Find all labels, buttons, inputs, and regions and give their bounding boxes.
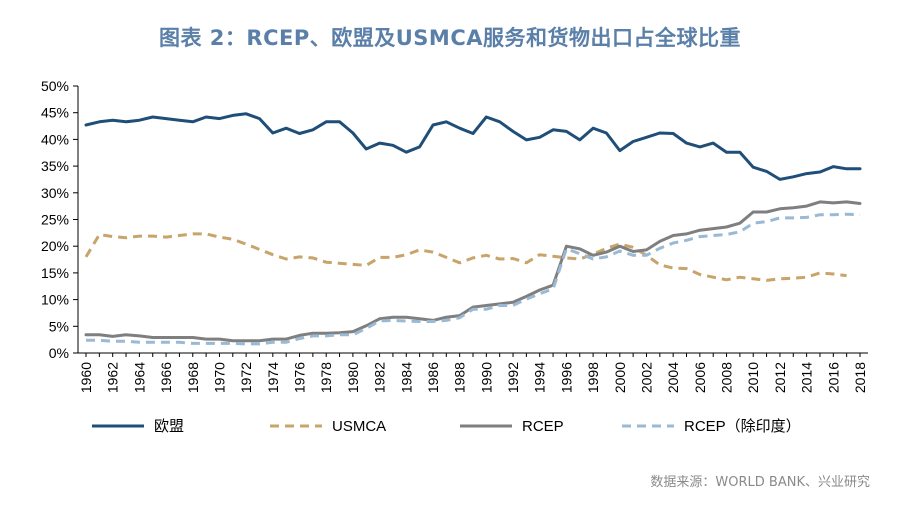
y-axis: 0% 5% 10% 15% 20% 25% 30% 35% 40% 45% 50% (41, 78, 79, 361)
legend: 欧盟 USMCA RCEP RCEP（除印度） (92, 418, 801, 435)
y-tick-label: 25% (41, 212, 69, 228)
y-tick-label: 50% (41, 78, 69, 94)
x-tick-label: 2002 (638, 362, 654, 393)
x-axis: 1960 1962 1964 1966 1968 1970 1972 1974 1976 1978… (78, 352, 868, 393)
x-tick-label: 1966 (158, 362, 174, 393)
x-tick-label: 2012 (772, 362, 788, 393)
y-tick-label: 15% (41, 265, 69, 281)
x-tick-label: 1990 (478, 362, 494, 393)
y-tick-label: 0% (49, 345, 69, 361)
chart-title: 图表 2：RCEP、欧盟及USMCA服务和货物出口占全球比重 (159, 26, 741, 50)
x-tick-label: 2016 (825, 362, 841, 393)
x-tick-label: 2000 (612, 362, 628, 393)
x-tick-label: 1988 (452, 362, 468, 393)
x-tick-label: 1976 (292, 362, 308, 393)
series-line (84, 112, 862, 181)
x-tick-label: 2014 (799, 362, 815, 393)
source-note: 数据来源：WORLD BANK、兴业研究 (650, 475, 870, 490)
x-tick-label: 1970 (211, 362, 227, 393)
y-tick-label: 20% (41, 238, 69, 254)
series-line (84, 200, 862, 343)
x-tick-label: 2004 (665, 362, 681, 393)
x-tick-label: 1974 (265, 362, 281, 393)
x-tick-label: 2008 (719, 362, 735, 393)
x-tick-label: 1972 (238, 362, 254, 393)
x-tick-label: 1996 (558, 362, 574, 393)
legend-label: USMCA (332, 418, 386, 435)
x-tick-label: 2006 (692, 362, 708, 393)
legend-label: 欧盟 (154, 418, 184, 435)
series-lines (84, 112, 862, 346)
x-tick-label: 2018 (852, 362, 868, 393)
x-tick-label: 1986 (425, 362, 441, 393)
series-line (84, 232, 847, 282)
x-tick-label: 1960 (78, 362, 94, 393)
legend-label: RCEP (522, 418, 564, 435)
x-tick-label: 1964 (131, 362, 147, 393)
x-tick-label: 1992 (505, 362, 521, 393)
y-tick-label: 40% (41, 131, 69, 147)
legend-label: RCEP（除印度） (684, 418, 801, 435)
x-tick-label: 1968 (185, 362, 201, 393)
x-tick-label: 1984 (398, 362, 414, 393)
x-tick-label: 1994 (532, 362, 548, 393)
y-tick-label: 45% (41, 105, 69, 121)
x-tick-label: 1998 (585, 362, 601, 393)
series-line (86, 212, 861, 346)
x-tick-label: 2010 (745, 362, 761, 393)
x-tick-label: 1982 (372, 362, 388, 393)
x-tick-label: 1978 (318, 362, 334, 393)
x-tick-label: 1962 (105, 362, 121, 393)
y-tick-label: 5% (49, 318, 69, 334)
y-tick-label: 10% (41, 292, 69, 308)
y-tick-label: 30% (41, 185, 69, 201)
line-chart: 0% 5% 10% 15% 20% 25% 30% 35% 40% 45% 50% 1960 1962… (41, 78, 868, 435)
y-tick-label: 35% (41, 158, 69, 174)
x-tick-label: 1980 (345, 362, 361, 393)
